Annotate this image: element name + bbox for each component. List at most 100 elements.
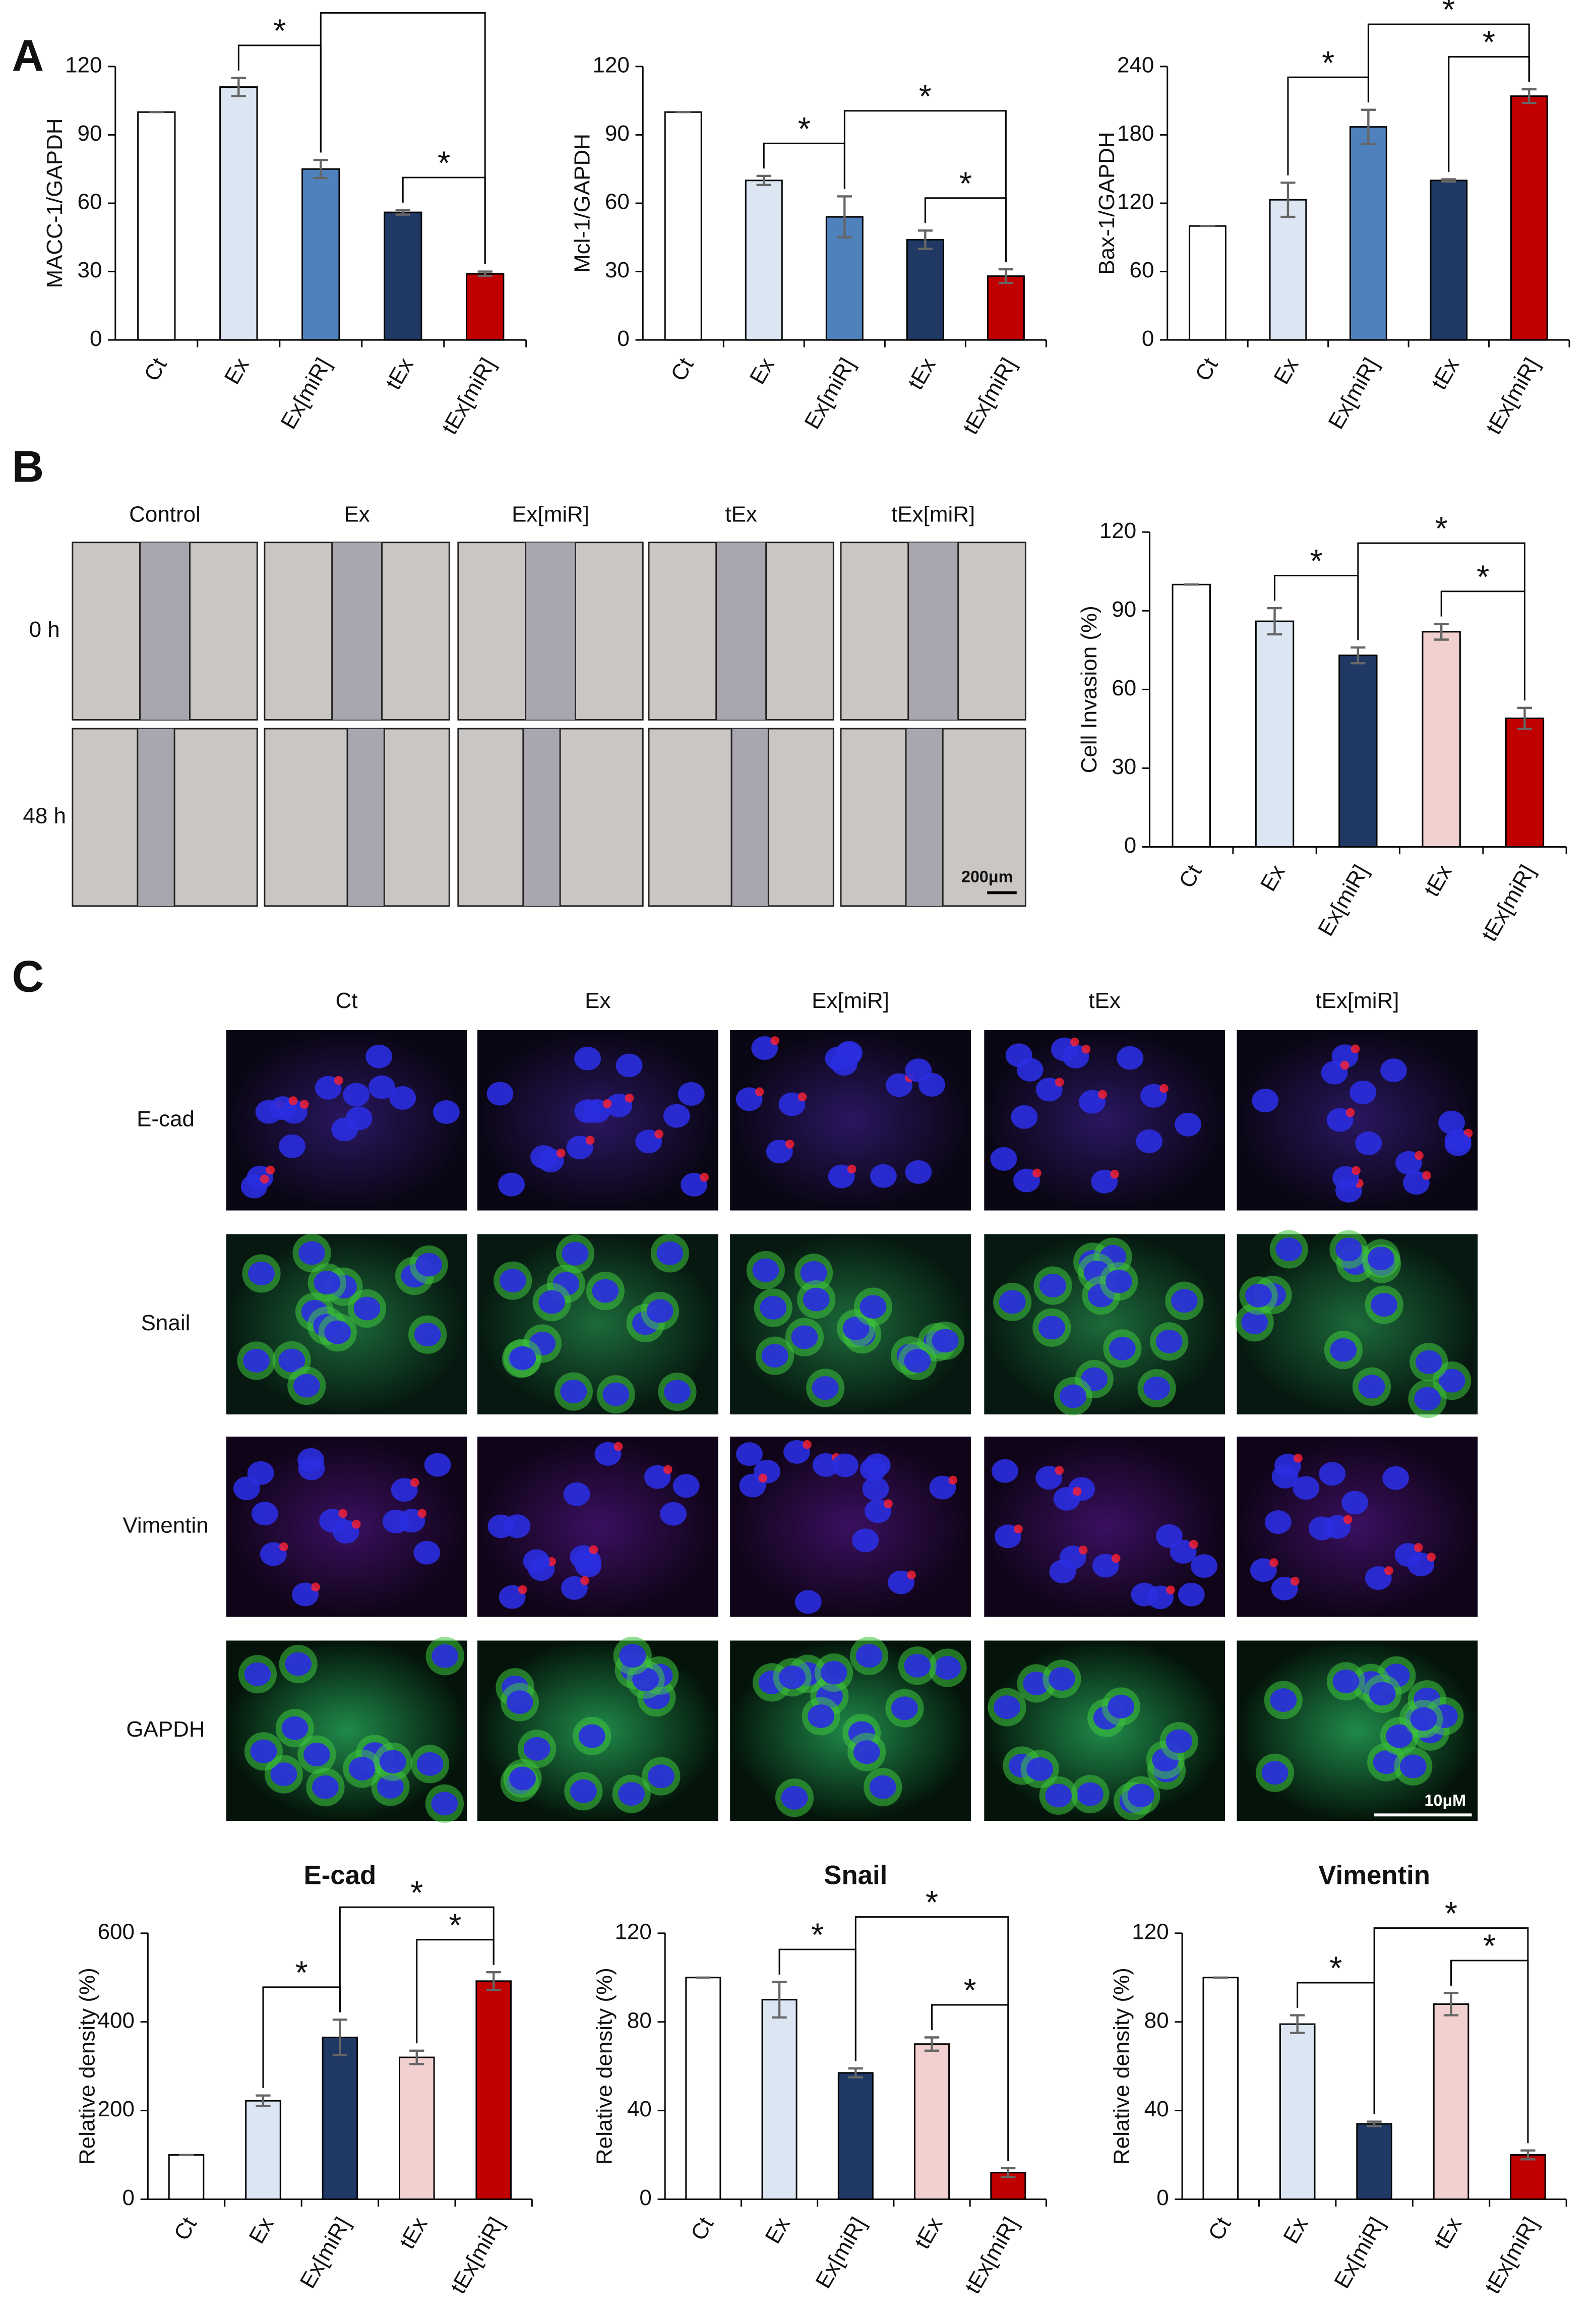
bar (1255, 620, 1295, 848)
nucleus (1270, 1688, 1297, 1712)
signal (1291, 1576, 1300, 1586)
scratch-gap (716, 542, 766, 720)
signal (1014, 1524, 1023, 1534)
signal (700, 1172, 709, 1182)
bar (1338, 655, 1378, 848)
nucleus (379, 1750, 406, 1774)
nucleus (424, 1453, 451, 1477)
nucleus (1373, 1750, 1400, 1774)
error-bar (1290, 2014, 1305, 2034)
nucleus (999, 1290, 1026, 1314)
bar (1422, 631, 1461, 848)
signal (948, 1475, 958, 1485)
signal (1070, 1037, 1079, 1047)
nucleus (1293, 1476, 1320, 1500)
bar (219, 86, 258, 341)
nucleus (812, 1376, 839, 1400)
error-bar (1520, 2149, 1536, 2161)
scratch-gap (523, 729, 561, 906)
significance-label: * (964, 1973, 976, 2009)
nucleus (348, 1757, 376, 1781)
bar (987, 275, 1025, 341)
nucleus (1349, 1080, 1377, 1104)
y-tick-label: 80 (1144, 2008, 1169, 2033)
x-tick-label: Ct (1174, 861, 1206, 893)
signal (1343, 1515, 1353, 1524)
nucleus (752, 1258, 779, 1282)
signal (1384, 1566, 1393, 1575)
signal (884, 1499, 893, 1508)
significance-bracket (320, 12, 486, 264)
column-label: tEx (725, 502, 757, 527)
row-label: 48 h (23, 803, 66, 828)
signal (663, 1465, 672, 1474)
signal (1055, 1466, 1064, 1475)
nucleus (270, 1762, 297, 1787)
error-bar (1441, 178, 1456, 183)
significance-label: * (1329, 1950, 1342, 1987)
signal (557, 1149, 566, 1158)
signal (803, 1440, 812, 1449)
error-bar (477, 270, 493, 277)
significance-bracket (1373, 1927, 1529, 2144)
nucleus (365, 1044, 393, 1068)
y-tick-label: 120 (1117, 190, 1154, 214)
signal (410, 1478, 419, 1487)
signal (770, 1036, 779, 1045)
nucleus (285, 1652, 312, 1676)
x-tick-label: Ex[miR] (1323, 353, 1383, 433)
significance-label: * (410, 1875, 423, 1911)
nucleus (832, 1453, 858, 1477)
nucleus (415, 1253, 442, 1277)
bar (1202, 1977, 1239, 2200)
y-tick-label: 80 (627, 2008, 652, 2033)
error-bar (1280, 182, 1296, 218)
signal (758, 1473, 768, 1483)
bar (761, 1999, 797, 2200)
error-bar (837, 195, 852, 239)
error-bar (395, 209, 410, 216)
signal (279, 1542, 288, 1552)
error-bar (1351, 646, 1366, 665)
nucleus (278, 1348, 305, 1373)
bar (466, 273, 505, 341)
nucleus (298, 1241, 325, 1265)
nucleus (1171, 1289, 1198, 1313)
nucleus (487, 1514, 515, 1538)
x-tick-label: Ex[miR] (800, 353, 860, 433)
nucleus (869, 1775, 896, 1799)
nucleus (860, 1295, 887, 1319)
error-bar (1521, 88, 1537, 104)
nucleus (1382, 1466, 1409, 1490)
x-tick-label: Ex[miR] (1329, 2213, 1389, 2293)
nucleus (803, 1287, 830, 1312)
nucleus (1109, 1336, 1136, 1360)
nucleus (932, 1329, 959, 1353)
nucleus (1444, 1132, 1471, 1156)
significance-label: * (438, 145, 450, 182)
bar (914, 2043, 950, 2200)
y-axis-label: Cell Invasion (%) (1077, 606, 1101, 773)
x-tick-label: Ct (139, 353, 171, 385)
y-tick-label: 240 (1117, 53, 1154, 78)
significance-label: * (1442, 0, 1455, 28)
nucleus (1077, 1782, 1103, 1806)
y-tick-label: 0 (639, 2185, 651, 2210)
panel-label: B (12, 441, 44, 491)
x-tick-label: tEx (395, 2213, 432, 2253)
signal (797, 1092, 807, 1102)
scratch-gap (137, 729, 175, 906)
x-tick-label: tEx (1429, 2213, 1466, 2253)
column-label: Ex (344, 502, 370, 527)
signal (1078, 1546, 1088, 1555)
signal (518, 1585, 527, 1594)
signal (1072, 1487, 1082, 1496)
nucleus (794, 1590, 822, 1614)
nucleus (1319, 1462, 1346, 1486)
x-tick-label: tEx[miR] (1477, 861, 1540, 945)
row-label: GAPDH (126, 1717, 205, 1742)
nucleus (578, 1724, 605, 1748)
x-tick-label: tEx (910, 2213, 947, 2253)
y-tick-label: 60 (1129, 258, 1154, 282)
signal (785, 1140, 794, 1149)
